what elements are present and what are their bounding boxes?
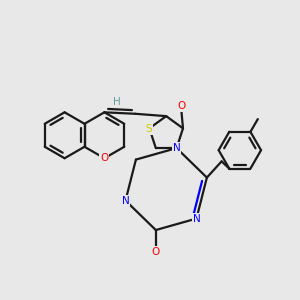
Text: N: N bbox=[122, 196, 129, 206]
Text: S: S bbox=[146, 124, 152, 134]
Text: O: O bbox=[100, 153, 109, 163]
Text: H: H bbox=[113, 97, 121, 107]
Text: O: O bbox=[177, 101, 186, 111]
Text: O: O bbox=[152, 247, 160, 257]
Text: N: N bbox=[173, 143, 181, 153]
Text: N: N bbox=[193, 214, 200, 224]
